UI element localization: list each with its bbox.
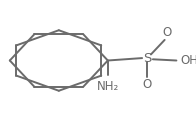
Text: S: S — [143, 52, 151, 65]
Text: O: O — [142, 78, 152, 91]
Text: OH: OH — [180, 54, 196, 67]
Text: NH₂: NH₂ — [97, 80, 119, 93]
Text: O: O — [162, 26, 171, 39]
